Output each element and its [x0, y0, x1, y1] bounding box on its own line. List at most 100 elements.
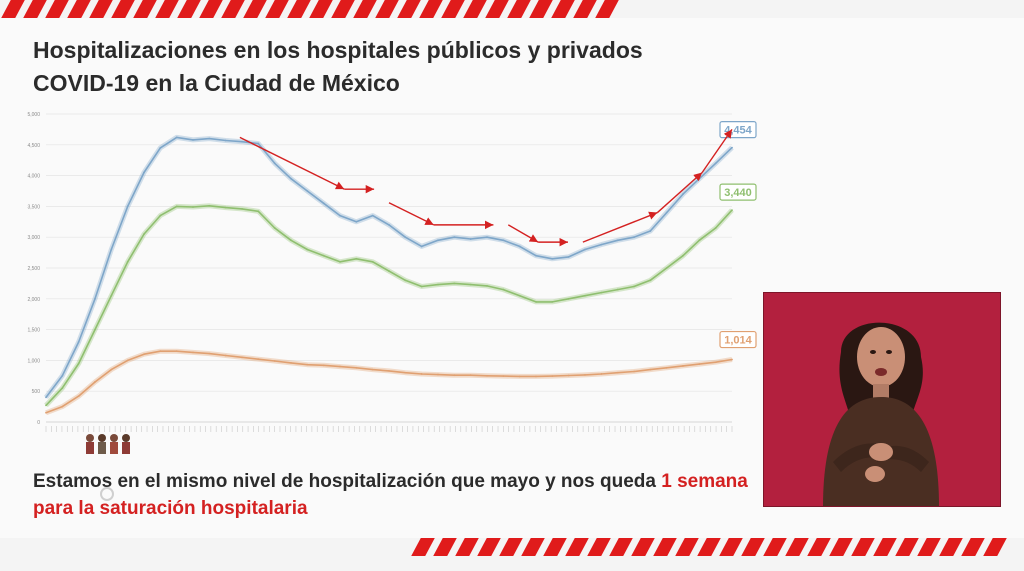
series-point	[600, 373, 603, 375]
stripe-segment	[595, 0, 619, 18]
trend-arrow	[582, 211, 658, 243]
series-point	[306, 363, 309, 366]
stripe-segment	[155, 0, 179, 18]
series-point	[420, 285, 423, 288]
caption-highlight: 1 semana para la saturación hospitalaria	[33, 471, 748, 519]
series-point	[241, 207, 243, 210]
stripe-segment	[375, 0, 399, 18]
series-point	[469, 238, 472, 240]
bottom-stripe-bar	[410, 538, 1010, 556]
series-point	[290, 361, 292, 364]
series-point	[502, 375, 505, 378]
y-tick-label: 2,000	[27, 297, 40, 303]
series-point	[486, 284, 488, 287]
series-point	[714, 361, 717, 364]
series-point	[535, 375, 537, 378]
video-border	[763, 292, 1001, 507]
series-point	[469, 374, 472, 377]
series-point	[453, 282, 456, 285]
stripe-segment	[133, 0, 157, 18]
stripe-segment	[851, 538, 875, 556]
stripe-segment	[45, 0, 69, 18]
stripe-segment	[243, 0, 267, 18]
series-point	[600, 243, 603, 246]
stripe-segment	[939, 538, 963, 556]
people-thumbnail	[82, 432, 132, 454]
stripe-segment	[873, 538, 897, 556]
interpreter-figure	[763, 292, 1001, 507]
series-point	[437, 283, 439, 286]
series-point	[290, 177, 292, 180]
series-point	[698, 177, 701, 180]
series-point	[469, 283, 472, 286]
trend-arrow	[507, 224, 539, 243]
stripe-segment	[917, 538, 941, 556]
title-line-2: COVID-19 en la Ciudad de México	[33, 70, 400, 96]
y-tick-label: 3,000	[27, 235, 40, 241]
series-point	[45, 396, 47, 399]
series-point	[453, 374, 456, 377]
series-point	[159, 146, 162, 149]
y-tick-label: 4,000	[27, 174, 40, 180]
series-point	[241, 356, 243, 359]
series-halo	[44, 134, 734, 399]
stripe-segment	[419, 0, 443, 18]
series-point	[110, 248, 113, 251]
stripe-segment	[265, 0, 289, 18]
series-point	[192, 138, 194, 141]
series-point	[94, 328, 96, 331]
series-point	[208, 352, 211, 355]
stripe-segment	[485, 0, 509, 18]
stripe-segment	[23, 0, 47, 18]
series-point	[551, 257, 554, 260]
series-point	[143, 233, 145, 236]
series-point	[584, 294, 586, 297]
series-point	[502, 288, 505, 291]
stripe-segment	[177, 0, 201, 18]
stripe-segment	[983, 538, 1007, 556]
series-point	[61, 405, 64, 408]
series-point	[371, 368, 374, 371]
series-line	[45, 136, 733, 398]
stripe-segment	[565, 538, 589, 556]
y-tick-label: 1,000	[27, 358, 40, 364]
series-point	[159, 350, 162, 353]
page-title: Hospitalizaciones en los hospitales públ…	[33, 34, 773, 100]
series-point	[518, 245, 521, 248]
series-point	[94, 381, 96, 383]
series-point	[649, 230, 652, 232]
series-point	[486, 374, 488, 377]
stripe-segment	[741, 538, 765, 556]
hospitalization-chart: 0 500 1,000 1,500 2,000 2,500 3,000 3,500 4,000 4…	[20, 100, 768, 470]
series-point	[339, 214, 341, 217]
title-line-1: Hospitalizaciones en los hospitales públ…	[33, 37, 643, 63]
series-point	[665, 267, 668, 269]
series-point	[453, 236, 456, 239]
stripe-segment	[609, 538, 633, 556]
chart-svg: 0 500 1,000 1,500 2,000 2,500 3,000 3,500 4,000 4…	[27, 112, 757, 432]
series-point	[388, 369, 390, 372]
series-point	[404, 279, 407, 282]
series-point	[208, 204, 211, 207]
stripe-segment	[631, 538, 655, 556]
series-point	[175, 350, 178, 353]
series-point	[241, 140, 243, 143]
series-point	[518, 294, 521, 297]
stripe-segment	[543, 538, 567, 556]
series-point	[208, 137, 211, 140]
stripe-segment	[961, 538, 985, 556]
stripe-segment	[441, 0, 465, 18]
stripe-segment	[785, 538, 809, 556]
stripe-segment	[697, 538, 721, 556]
series-point	[388, 223, 390, 226]
stripe-segment	[309, 0, 333, 18]
stripe-segment	[551, 0, 575, 18]
end-value-label: 3,440	[724, 187, 752, 199]
series-point	[616, 371, 619, 374]
series-point	[633, 236, 635, 239]
series-point	[126, 359, 129, 362]
stripe-segment	[477, 538, 501, 556]
stripe-segment	[653, 538, 677, 556]
series-point	[126, 205, 129, 208]
series-point	[584, 248, 586, 251]
